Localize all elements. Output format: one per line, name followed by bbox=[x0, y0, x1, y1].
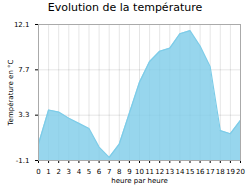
svg-text:-1.1: -1.1 bbox=[16, 157, 30, 165]
svg-text:17: 17 bbox=[206, 168, 215, 176]
svg-text:0: 0 bbox=[36, 168, 40, 176]
svg-text:4: 4 bbox=[77, 168, 82, 176]
svg-text:19: 19 bbox=[226, 168, 235, 176]
svg-text:3.3: 3.3 bbox=[18, 111, 29, 119]
svg-text:7.7: 7.7 bbox=[18, 66, 29, 74]
svg-text:18: 18 bbox=[216, 168, 225, 176]
svg-text:11: 11 bbox=[145, 168, 154, 176]
svg-text:15: 15 bbox=[186, 168, 195, 176]
svg-text:3: 3 bbox=[67, 168, 71, 176]
svg-text:1: 1 bbox=[46, 168, 50, 176]
svg-text:13: 13 bbox=[165, 168, 174, 176]
svg-text:heure par heure: heure par heure bbox=[111, 177, 167, 185]
svg-text:8: 8 bbox=[117, 168, 121, 176]
svg-text:10: 10 bbox=[135, 168, 144, 176]
svg-text:7: 7 bbox=[107, 168, 111, 176]
svg-text:12: 12 bbox=[155, 168, 164, 176]
html-text:Evolution de la température: Evolution de la température bbox=[47, 1, 203, 14]
svg-text:14: 14 bbox=[175, 168, 184, 176]
svg-text:2: 2 bbox=[56, 168, 60, 176]
svg-text:6: 6 bbox=[97, 168, 102, 176]
svg-text:Température en °C: Température en °C bbox=[7, 59, 15, 126]
svg-text:12.1: 12.1 bbox=[14, 21, 30, 29]
svg-text:5: 5 bbox=[87, 168, 91, 176]
svg-text:9: 9 bbox=[127, 168, 131, 176]
svg-text:16: 16 bbox=[196, 168, 205, 176]
svg-text:20: 20 bbox=[236, 168, 245, 176]
